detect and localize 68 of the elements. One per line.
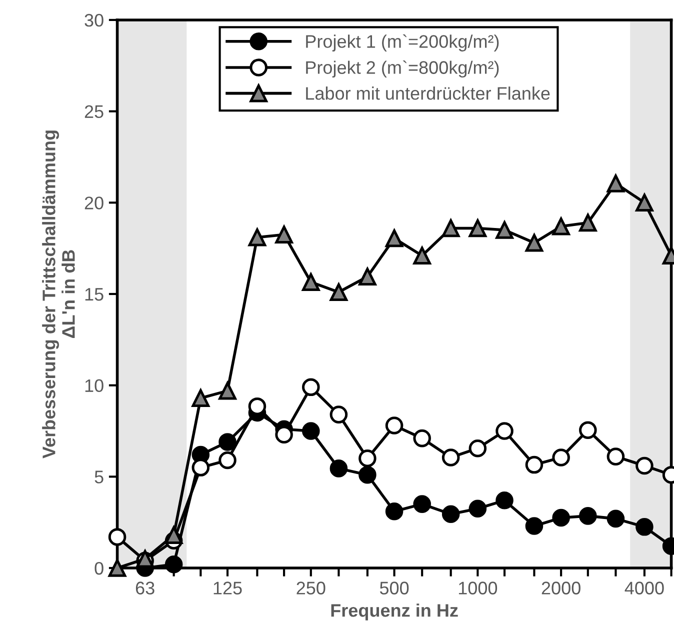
- point: [218, 382, 236, 400]
- point: [442, 505, 460, 524]
- point: [552, 508, 570, 527]
- point: [606, 174, 625, 192]
- point: [579, 214, 597, 232]
- x-axis-title: Frequenz in Hz: [331, 604, 458, 620]
- point: [525, 234, 544, 252]
- x-tick-label: 1000: [458, 582, 498, 594]
- x-tick-label: 4000: [624, 582, 664, 594]
- point: [218, 433, 236, 451]
- point: [302, 378, 320, 396]
- point: [302, 273, 320, 291]
- point: [164, 555, 183, 574]
- point: [275, 226, 293, 244]
- point: [385, 229, 404, 248]
- point: [330, 460, 348, 478]
- point: [413, 495, 431, 513]
- point: [525, 456, 544, 474]
- point: [413, 429, 431, 448]
- point: [579, 507, 597, 525]
- point: [606, 510, 625, 528]
- point: [385, 416, 404, 434]
- point: [468, 439, 487, 458]
- point: [218, 451, 236, 470]
- x-tick-label: 125: [214, 582, 242, 594]
- y-tick-label: 25: [84, 105, 104, 118]
- point: [164, 526, 183, 544]
- point: [636, 194, 654, 212]
- point: [108, 559, 126, 577]
- y-tick-label: 15: [85, 288, 104, 301]
- point: [496, 492, 514, 510]
- point: [552, 448, 570, 466]
- y-tick-label: 30: [84, 14, 104, 27]
- x-tick-label: 2000: [542, 582, 580, 594]
- legend-label: Labor mit unterdrückter Flanke: [306, 86, 550, 100]
- point: [385, 502, 404, 520]
- point: [330, 283, 348, 302]
- point: [248, 228, 266, 246]
- point: [525, 517, 544, 535]
- point: [579, 421, 597, 439]
- y-tick-label: 5: [94, 470, 104, 484]
- point: [636, 518, 654, 536]
- point: [636, 456, 654, 475]
- point: [358, 450, 376, 468]
- y-tick-label: 0: [94, 562, 104, 575]
- y-tick-label: 10: [85, 379, 104, 392]
- point: [442, 219, 460, 238]
- legend-label: Projekt 1 (m`=200kg/m²): [306, 34, 499, 52]
- point: [358, 466, 376, 484]
- point: [108, 528, 126, 546]
- point: [468, 219, 487, 238]
- point: [496, 221, 514, 239]
- legend-label: Projekt 2 (m`=800kg/m²): [306, 60, 499, 78]
- point: [302, 422, 320, 440]
- x-tick-label: 500: [380, 582, 409, 594]
- point: [330, 406, 348, 424]
- point: [358, 268, 376, 286]
- point: [468, 500, 487, 518]
- point: [442, 448, 460, 466]
- x-tick-label: 250: [296, 582, 326, 594]
- y-tick-label: 20: [84, 196, 104, 210]
- point: [192, 389, 210, 408]
- point: [606, 448, 625, 466]
- point: [552, 218, 570, 236]
- x-tick-label: 63: [136, 582, 154, 594]
- point: [496, 422, 514, 440]
- point: [413, 246, 431, 265]
- y-axis-title: Verbesserung der Trittschalldämmung ΔL'n in dB: [42, 130, 75, 458]
